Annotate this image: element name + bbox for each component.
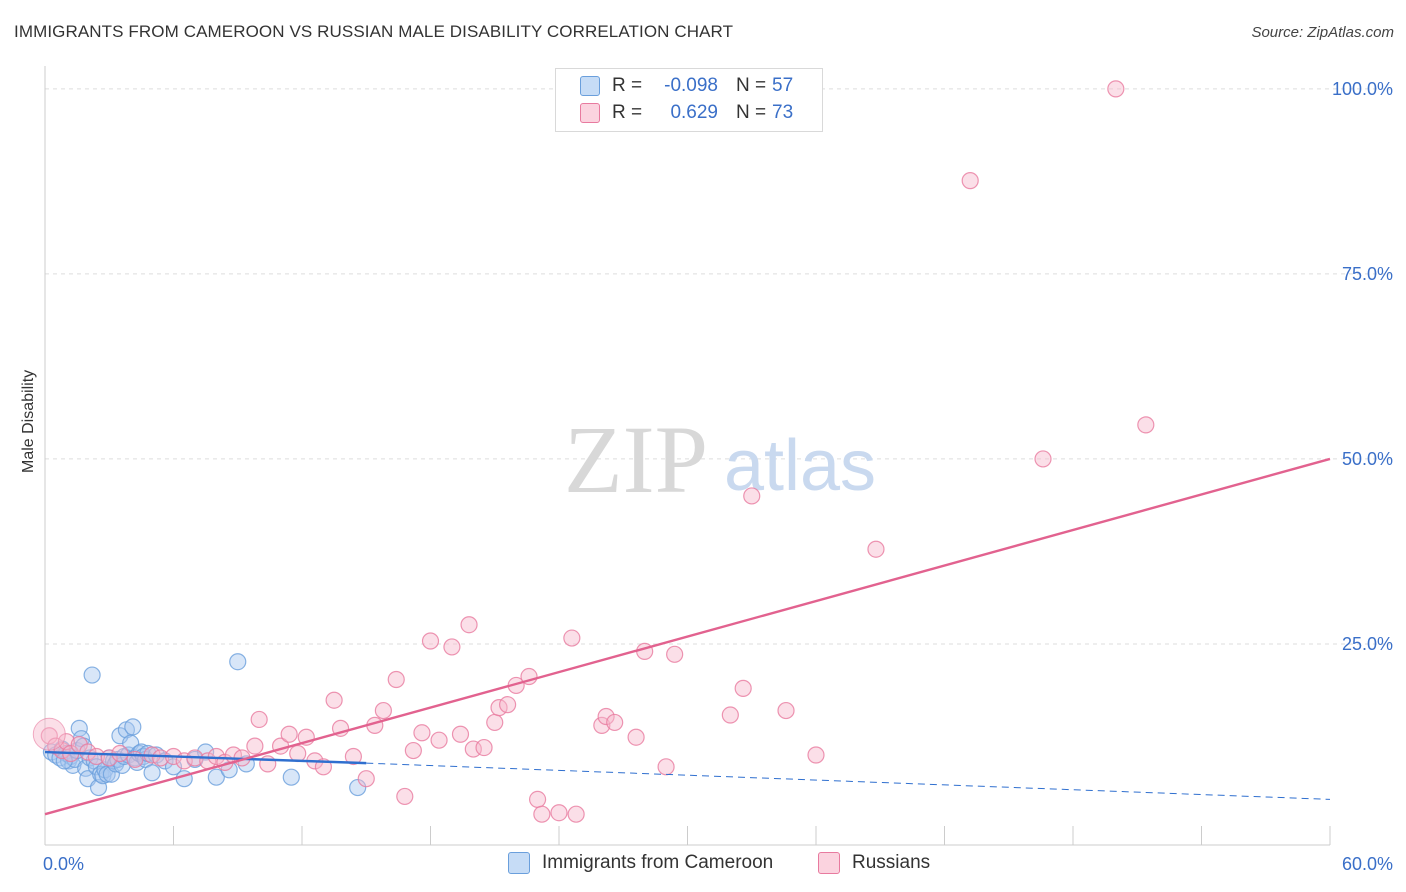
y-tick-labels: 25.0% 50.0% 75.0% 100.0% (1332, 79, 1393, 654)
point-russians (867, 540, 885, 558)
point-russians (357, 770, 375, 788)
point-cameroon (143, 764, 161, 782)
y-tick-label: 100.0% (1332, 79, 1393, 99)
legend-swatch-russians (818, 852, 840, 874)
point-russians (421, 632, 440, 650)
point-russians (606, 713, 624, 732)
point-russians (550, 804, 568, 822)
point-russians (567, 805, 585, 823)
point-russians (528, 790, 547, 808)
source-label: Source: ZipAtlas.com (1251, 24, 1394, 41)
point-russians (666, 645, 684, 663)
trend-lines (44, 457, 1331, 816)
point-cameroon (349, 778, 367, 797)
grid (45, 88, 1392, 645)
legend-r-label: R = (612, 75, 643, 96)
legend-item-russians[interactable]: Russians (818, 852, 930, 874)
point-russians (1107, 80, 1125, 98)
x-tick-label: 0.0% (43, 854, 84, 874)
point-russians (289, 744, 307, 763)
point-russians (743, 487, 761, 505)
point-russians (40, 727, 58, 745)
point-russians (207, 747, 225, 766)
point-russians (657, 758, 675, 776)
legend-n-label: N = (736, 102, 767, 123)
point-russians (280, 725, 298, 743)
legend-r-value: -0.098 (664, 75, 718, 96)
point-russians (807, 746, 825, 764)
point-russians (79, 743, 97, 761)
point-russians (597, 707, 615, 726)
point-russians (627, 728, 645, 746)
legend-row-cameroon: R = -0.098 N = 57 (580, 74, 793, 98)
point-russians (464, 740, 482, 758)
point-russians (396, 787, 414, 806)
trend-line-solid (44, 457, 1331, 816)
point-cameroon (229, 653, 247, 671)
watermark-atlas: atlas (724, 426, 876, 506)
legend-label-cameroon: Immigrants from Cameroon (542, 852, 774, 873)
legend-item-cameroon[interactable]: Immigrants from Cameroon (508, 852, 773, 874)
point-russians (32, 717, 66, 751)
point-russians (961, 172, 979, 190)
point-russians (325, 691, 343, 709)
legend-r-value: 0.629 (670, 102, 718, 123)
watermark-zip: ZIP (564, 406, 708, 513)
point-russians (152, 749, 170, 767)
points (32, 80, 1155, 823)
y-tick-label: 75.0% (1342, 264, 1393, 284)
point-russians (387, 670, 405, 689)
legend-swatch-cameroon (508, 852, 530, 874)
point-russians (486, 713, 504, 732)
legend-n-value: 57 (772, 75, 794, 96)
point-cameroon (83, 666, 101, 684)
legend-row-russians: R = 0.629 N = 73 (580, 101, 793, 125)
legend-n-value: 73 (772, 102, 794, 123)
point-russians (460, 616, 478, 634)
correlation-legend: R = -0.098 N = 57 R = 0.629 N = 73 (555, 68, 823, 132)
point-russians (777, 701, 795, 720)
point-russians (250, 710, 268, 729)
point-russians (1034, 450, 1052, 468)
point-russians (563, 629, 581, 647)
point-cameroon (124, 718, 142, 736)
x-tick-labels: 0.0% 60.0% (43, 854, 1393, 874)
chart-title: IMMIGRANTS FROM CAMEROON VS RUSSIAN MALE… (14, 22, 734, 41)
legend-r-label: R = (612, 102, 643, 123)
legend-swatch-russians (580, 103, 600, 123)
point-russians (734, 679, 752, 697)
point-russians (344, 747, 362, 766)
point-russians (1137, 416, 1155, 434)
point-russians (451, 725, 470, 743)
point-cameroon (282, 768, 300, 786)
trend-line-solid (44, 750, 367, 765)
point-russians (259, 755, 277, 773)
point-russians (593, 716, 611, 734)
point-russians (374, 701, 392, 720)
point-russians (533, 805, 551, 823)
y-tick-label: 50.0% (1342, 449, 1393, 469)
point-russians (499, 696, 517, 714)
point-russians (721, 706, 739, 724)
point-russians (404, 741, 422, 760)
y-tick-label: 25.0% (1342, 634, 1393, 654)
point-russians (413, 724, 431, 742)
point-cameroon (207, 768, 225, 786)
legend-label-russians: Russians (852, 852, 931, 873)
point-russians (246, 737, 264, 755)
legend-swatch-cameroon (580, 76, 600, 96)
point-russians (430, 731, 448, 749)
point-russians (475, 738, 493, 757)
trend-line-dashed (366, 762, 1331, 800)
point-russians (443, 638, 461, 656)
x-tick-label: 60.0% (1342, 854, 1393, 874)
legend-n-label: N = (736, 75, 767, 96)
series-legend: Immigrants from Cameroon Russians (0, 852, 1406, 878)
axes (44, 66, 1331, 846)
